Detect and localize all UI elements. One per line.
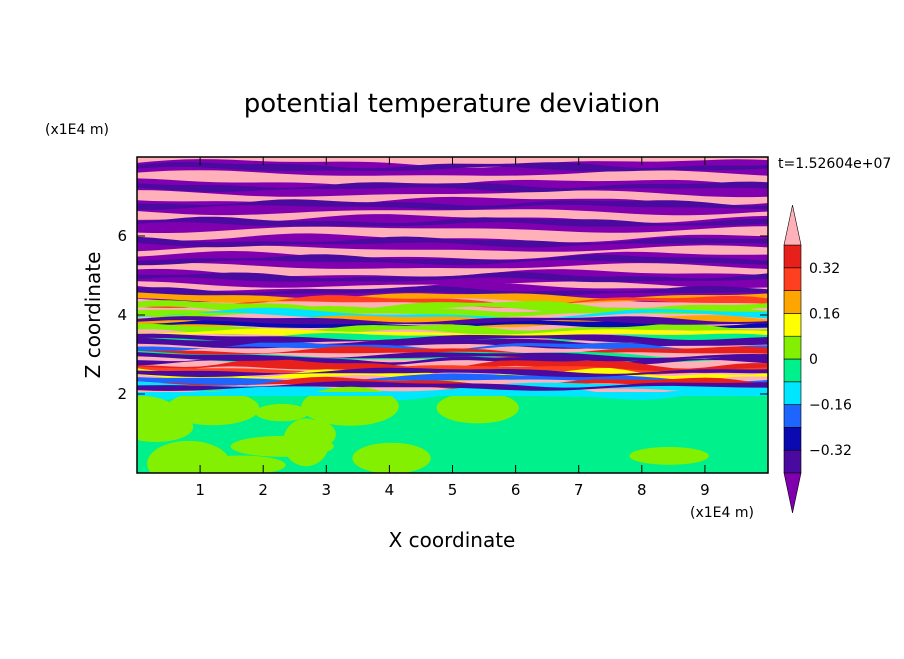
purple-streak xyxy=(137,367,768,378)
mixed-band xyxy=(137,307,768,320)
colorbar-segment xyxy=(783,404,802,428)
x-tick-label: 5 xyxy=(448,481,458,499)
light-green-blob xyxy=(436,392,519,424)
x-tick-label: 6 xyxy=(511,481,521,499)
y-tick-label: 4 xyxy=(117,306,127,324)
mixed-band xyxy=(137,341,768,353)
colorbar-segment xyxy=(783,313,802,337)
purple-streak xyxy=(137,352,768,362)
dark-purple-band xyxy=(137,272,768,283)
light-green-blob xyxy=(161,447,217,473)
light-green-blob xyxy=(352,442,431,473)
colorbar: 0.32 0.16 0 −0.16 −0.32 xyxy=(783,204,852,514)
colorbar-segment xyxy=(783,335,802,360)
x-tick-label: 9 xyxy=(700,481,710,499)
chart-title: potential temperature deviation xyxy=(244,89,660,119)
x-tick-label: 2 xyxy=(258,481,268,499)
colorbar-tick-label: 0.16 xyxy=(809,306,840,322)
light-green-blob xyxy=(255,403,309,422)
y-tick-label: 6 xyxy=(117,227,127,245)
x-tick-label: 3 xyxy=(322,481,332,499)
colorbar-segment xyxy=(783,427,802,451)
x-unit-label: (x1E4 m) xyxy=(690,505,754,521)
x-tick-label: 8 xyxy=(637,481,647,499)
colorbar-tick-label: −0.16 xyxy=(809,398,852,414)
purple-streak xyxy=(137,381,768,391)
colorbar-tick-label: 0 xyxy=(809,352,818,368)
time-label: t=1.52604e+07 xyxy=(778,156,891,172)
x-tick-label: 4 xyxy=(385,481,395,499)
colorbar-min-arrow xyxy=(783,472,802,514)
x-tick-label: 1 xyxy=(195,481,205,499)
purple-streak xyxy=(137,316,768,325)
y-axis-label: Z coordinate xyxy=(81,252,105,379)
dark-purple-band xyxy=(137,254,768,266)
colorbar-tick-label: −0.32 xyxy=(809,443,852,459)
boundary-strip xyxy=(137,392,768,397)
colorbar-segment xyxy=(783,290,802,314)
dark-purple-band xyxy=(137,199,768,210)
dark-purple-band xyxy=(137,285,768,297)
colorbar-max-arrow xyxy=(783,204,802,246)
mixed-band xyxy=(137,368,768,383)
colorbar-segment xyxy=(783,381,802,405)
y-tick-label: 2 xyxy=(117,385,127,403)
colorbar-segment xyxy=(783,244,802,269)
dark-purple-band xyxy=(137,162,768,172)
colorbar-segment xyxy=(783,267,802,291)
colorbar-tick-label: 0.32 xyxy=(809,261,840,277)
dark-purple-band xyxy=(137,216,768,227)
purple-streak xyxy=(137,333,768,343)
mixed-band xyxy=(137,295,768,308)
x-axis-label: X coordinate xyxy=(389,528,516,552)
light-green-blob xyxy=(166,391,260,426)
light-green-blob xyxy=(629,446,709,465)
dark-purple-band xyxy=(137,236,768,248)
light-green-blob xyxy=(301,386,399,426)
colorbar-segment xyxy=(783,449,802,474)
plot-field xyxy=(137,157,768,473)
y-unit-label: (x1E4 m) xyxy=(45,122,109,138)
colorbar-segment xyxy=(783,358,802,383)
dark-purple-band xyxy=(137,181,768,193)
light-green-blob xyxy=(282,418,330,467)
x-tick-label: 7 xyxy=(574,481,584,499)
